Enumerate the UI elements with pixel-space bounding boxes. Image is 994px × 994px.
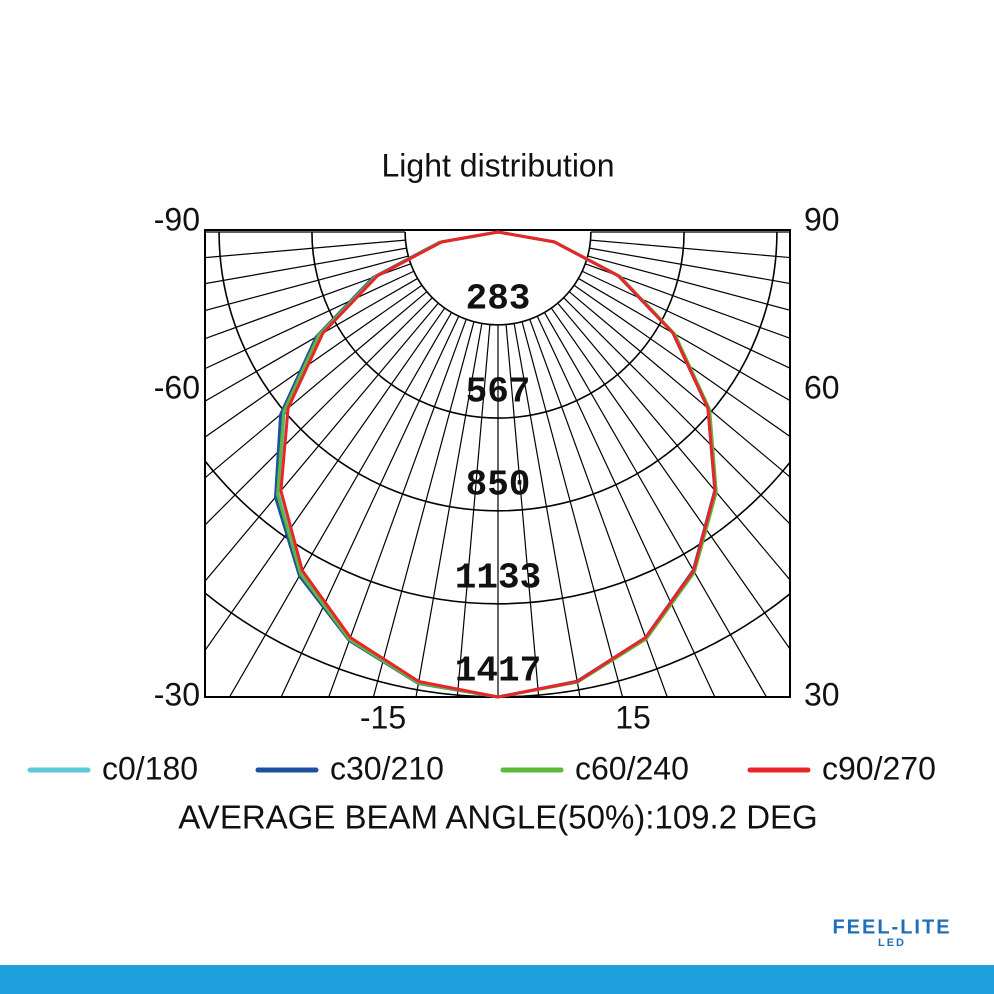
radial-line (205, 255, 409, 312)
curves (274, 230, 718, 699)
ring-label: 1133 (455, 557, 541, 598)
series-curve (279, 230, 717, 699)
polar-grid (205, 231, 790, 697)
radial-line (280, 315, 460, 697)
side-label: -60 (154, 369, 200, 405)
side-label: 90 (804, 201, 840, 237)
radial-line (550, 307, 790, 651)
radial-line (587, 255, 790, 311)
radial-line (573, 284, 790, 438)
radial-line (563, 297, 790, 525)
radial-line (589, 247, 790, 285)
logo-sub: LED (878, 937, 906, 949)
radial-line (205, 291, 428, 479)
radial-line (513, 323, 581, 697)
ring (404, 231, 592, 326)
side-label: 30 (804, 676, 840, 712)
radial-line (578, 277, 790, 402)
radial-line (205, 270, 415, 370)
radial-line (205, 297, 433, 526)
chart-title: Light distribution (381, 147, 614, 183)
legend-label: c0/180 (102, 750, 198, 786)
radial-line (205, 263, 411, 340)
logo-name: FEEL-LITE (832, 916, 951, 938)
radial-line (372, 321, 475, 697)
radial-line (205, 247, 407, 285)
radial-line (205, 277, 418, 402)
radial-line (521, 321, 624, 697)
side-label: -30 (154, 676, 200, 712)
side-label: 60 (804, 369, 840, 405)
radial-line (590, 239, 790, 259)
legend-label: c30/210 (330, 750, 444, 786)
radial-line (557, 302, 790, 581)
footer-bar (0, 965, 994, 994)
ring-label: 567 (466, 372, 531, 413)
radial-line (456, 324, 491, 697)
bottom-label: -15 (360, 699, 406, 735)
radial-line (581, 270, 790, 369)
radial-line (205, 302, 439, 583)
beam-angle-note: AVERAGE BEAM ANGLE(50%):109.2 DEG (178, 799, 817, 836)
radial-line (543, 312, 768, 697)
labels: 283 567 850 1133 1417 -90 -60 -30 90 60 30 -15 15 c0/… (27, 201, 936, 786)
radial-line (585, 263, 790, 339)
legend-label: c60/240 (575, 750, 689, 786)
radial-line (205, 239, 406, 259)
radial-line (536, 315, 716, 697)
radial-line (205, 307, 446, 652)
radial-line (415, 323, 483, 697)
ring-label: 283 (466, 278, 531, 319)
radial-line (529, 319, 668, 697)
radial-line (505, 324, 540, 697)
radial-line (568, 291, 790, 478)
legend-label: c90/270 (822, 750, 936, 786)
radial-line (205, 284, 423, 438)
radial-line (228, 312, 453, 697)
radial-line (328, 319, 467, 697)
bottom-label: 15 (615, 699, 651, 735)
ring-label: 1417 (455, 651, 541, 692)
ring (218, 231, 778, 512)
ring-label: 850 (466, 464, 531, 505)
ring (205, 459, 790, 605)
side-label: -90 (154, 201, 200, 237)
